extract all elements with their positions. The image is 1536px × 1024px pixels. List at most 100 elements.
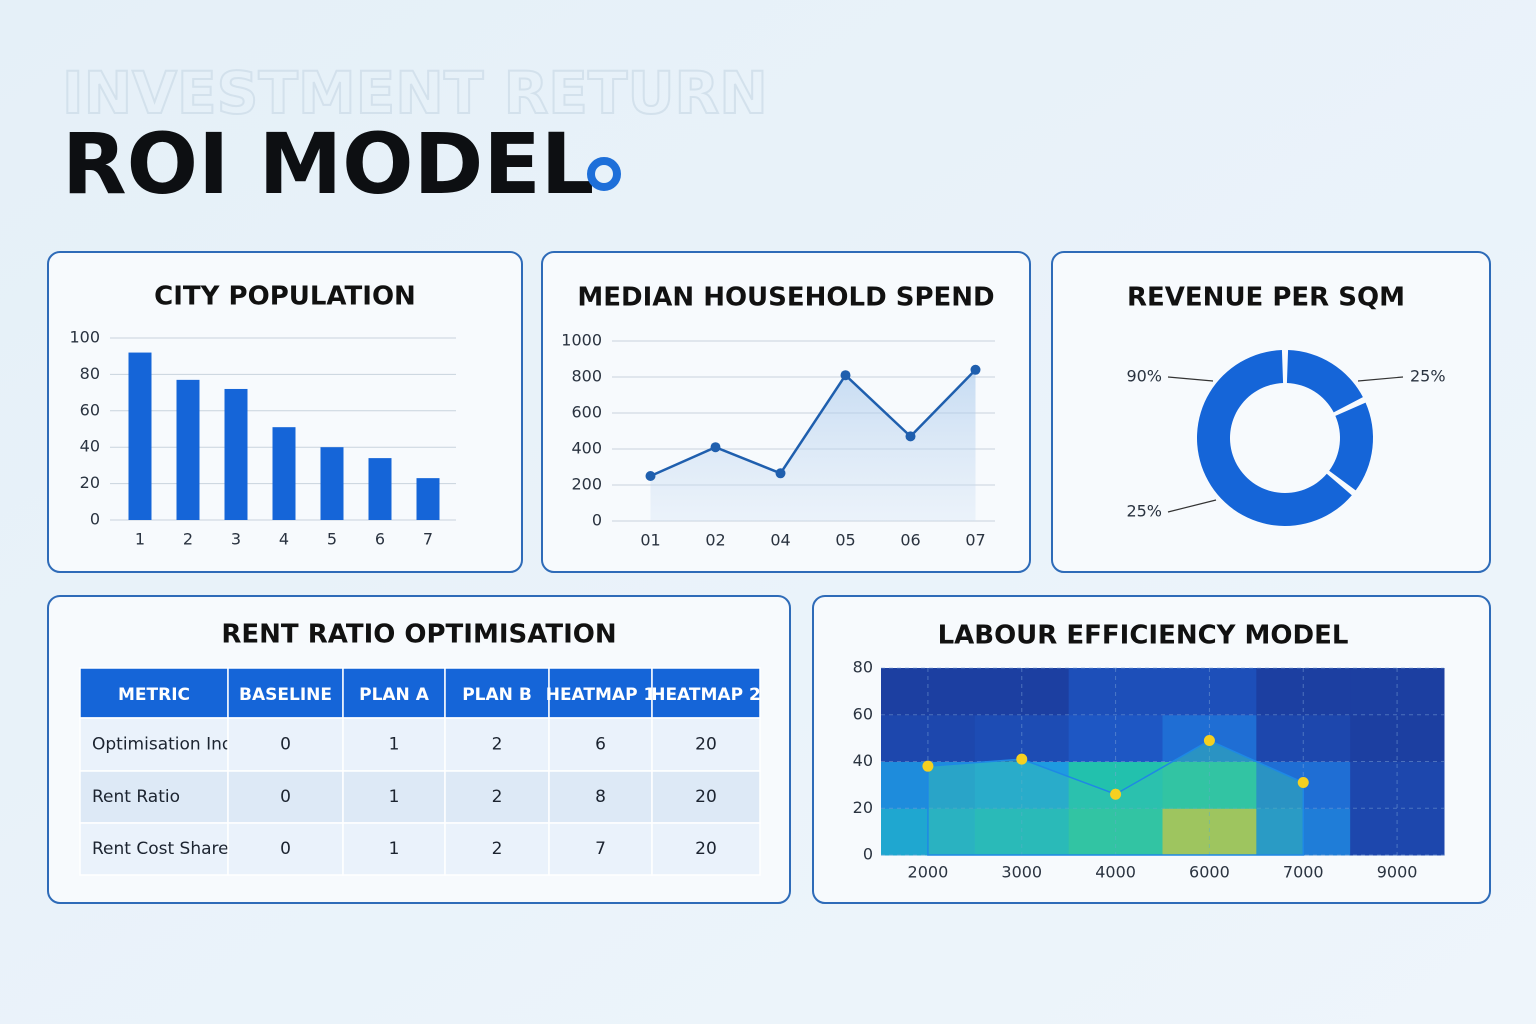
chart-title: MEDIAN HOUSEHOLD SPEND [577,283,994,313]
x-tick-label: 06 [900,531,920,550]
cell-text: 0 [280,787,291,807]
y-tick-label: 0 [90,510,100,529]
y-tick-label: 400 [571,439,602,458]
heatmap-cell [1350,714,1445,762]
x-tick-label: 2 [183,530,193,549]
donut-segment [1286,350,1363,413]
y-tick-label: 40 [80,437,100,456]
overlay-point [922,760,934,772]
y-tick-label: 40 [853,751,873,770]
table-cell [227,822,344,876]
cell-text: 0 [280,735,291,755]
column-header: PLAN B [462,685,532,705]
column-header: HEATMAP 1 [546,685,656,705]
cell-text: 2 [492,839,503,859]
table-title: RENT RATIO OPTIMISATION [221,620,616,650]
x-tick-label: 7000 [1283,863,1324,882]
heatmap-cell [1256,714,1351,762]
bar [128,352,152,520]
heatmap-cell [1068,761,1163,809]
cell-text: 20 [695,839,717,859]
x-tick-label: 1 [135,530,145,549]
area [650,369,976,521]
heatmap-cell [881,668,976,716]
point [970,364,981,375]
leader-line [1167,499,1217,513]
subtitle: INVESTMENT RETURN [62,59,768,127]
table-cell [651,822,761,876]
cell-text: 7 [595,839,606,859]
overlay-point [1203,734,1215,746]
x-tick-label: 9000 [1377,863,1418,882]
page-title: ROI MODEL [62,115,594,213]
point [775,468,786,479]
column-header: METRIC [118,685,190,705]
cell-text: 8 [595,787,606,807]
heatmap-cell [1068,668,1163,716]
bar [224,388,248,520]
chart-title: REVENUE PER SQM [1127,283,1405,313]
x-tick-label: 5 [327,530,337,549]
y-tick-label: 60 [853,704,873,723]
x-tick-label: 6 [375,530,385,549]
table-cell [342,717,446,772]
column-header: BASELINE [239,685,332,705]
value-label: 25% [1126,502,1162,521]
title-dot [587,157,621,191]
chart-title: LABOUR EFFICIENCY MODEL [938,621,1349,651]
heatmap-cell [1162,668,1257,716]
x-tick-label: 6000 [1189,863,1230,882]
x-tick-label: 4000 [1095,863,1136,882]
line [649,368,977,478]
chart-title: CITY POPULATION [154,282,416,312]
x-tick-label: 4 [279,530,289,549]
heatmap-cell [1256,668,1351,716]
heatmap-cell [1068,714,1163,762]
heatmap-cell [974,761,1070,809]
overlay-point [1297,777,1309,789]
bar [176,379,200,520]
header-cell [227,667,344,719]
table-cell [651,717,761,772]
header-cell [651,667,761,719]
x-tick-label: 01 [640,531,660,550]
leader-line [1167,376,1214,382]
column-header: HEATMAP 2 [651,685,761,705]
table-cell [444,822,550,876]
heatmap-cell [881,714,976,762]
column-header: PLAN A [359,685,430,705]
table-cell [444,770,550,824]
cell-text: 6 [595,735,606,755]
y-tick-label: 20 [853,798,873,817]
bar [416,478,440,520]
cell-text: 2 [492,787,503,807]
x-tick-label: 7 [423,530,433,549]
cell-text: Rent Ratio [92,787,180,807]
y-tick-label: 1000 [561,331,602,350]
x-tick-label: 04 [770,531,790,550]
bar [272,427,296,520]
cell-text: Optimisation Index [92,735,253,755]
cell-text: 1 [389,735,400,755]
cell-text: 20 [695,735,717,755]
point [840,370,851,381]
y-tick-label: 80 [80,364,100,383]
value-label: 90% [1126,367,1162,386]
header-cell [342,667,446,719]
y-tick-label: 200 [571,475,602,494]
leader-line [1357,376,1404,382]
table-cell [548,822,653,876]
x-tick-label: 3 [231,530,241,549]
table-cell [342,822,446,876]
cell-text: 20 [695,787,717,807]
heatmap-cell [1350,668,1445,716]
bar [368,458,392,520]
cell-text: 1 [389,787,400,807]
cell-text: 1 [389,839,400,859]
panel [1051,251,1491,573]
donut-segment [1197,350,1352,527]
x-tick-label: 3000 [1001,863,1042,882]
x-tick-label: 02 [705,531,725,550]
heatmap-cell [1350,761,1445,809]
y-tick-label: 20 [80,473,100,492]
